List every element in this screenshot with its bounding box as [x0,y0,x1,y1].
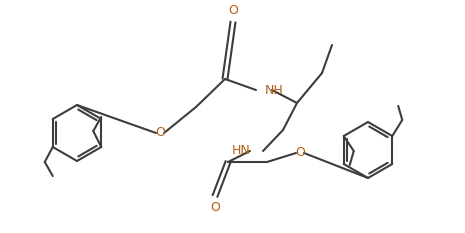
Text: O: O [295,147,305,160]
Text: NH: NH [265,83,284,96]
Text: O: O [155,127,165,140]
Text: O: O [210,201,220,214]
Text: O: O [228,4,238,17]
Text: HN: HN [231,144,250,158]
